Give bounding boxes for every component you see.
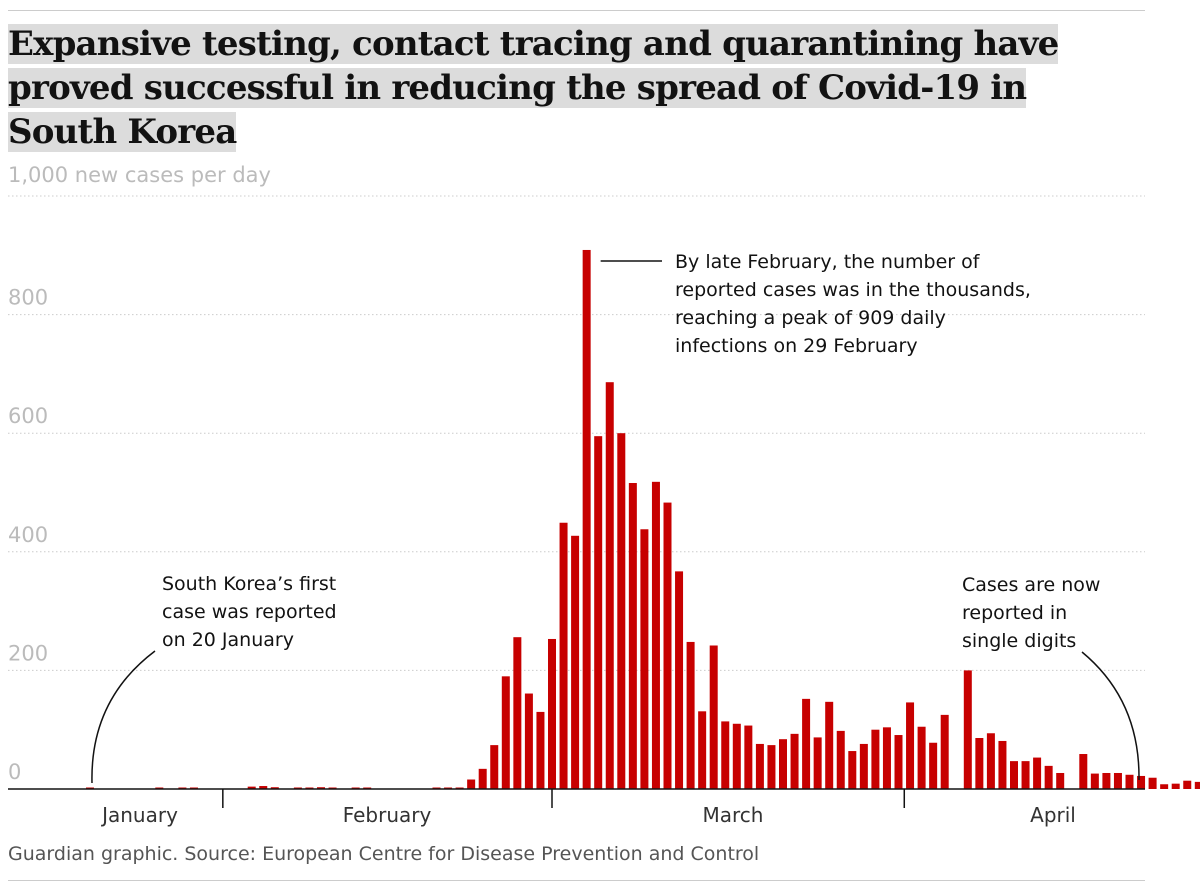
first-case-annotation-line-2: on 20 January: [162, 629, 294, 651]
bar-40: [548, 638, 556, 789]
bar-84: [1056, 772, 1065, 789]
bar-51: [675, 571, 684, 789]
bar-78: [986, 733, 995, 789]
y-axis-label: 1,000 new cases per day: [8, 163, 271, 187]
bar-65: [836, 730, 845, 789]
now-annotation-line-1: reported in: [962, 602, 1067, 624]
bar-72: [917, 726, 926, 789]
bar-93: [1160, 784, 1169, 789]
bar-63: [813, 737, 822, 789]
month-label-february: February: [343, 803, 432, 827]
source-note: Guardian graphic. Source: European Centr…: [8, 843, 760, 865]
bar-67: [859, 743, 868, 789]
bar-74: [940, 714, 949, 789]
bar-54: [709, 645, 718, 789]
y-tick-label-200: 200: [8, 641, 48, 665]
bar-49: [651, 481, 660, 789]
bar-16: [270, 787, 279, 789]
bar-58: [755, 743, 764, 789]
bar-52: [686, 641, 695, 789]
bar-20: [317, 787, 325, 789]
chart-title: Expansive testing, contact tracing and q…: [8, 22, 1145, 154]
bar-46: [617, 433, 626, 789]
bar-96: [1194, 781, 1200, 789]
bar-94: [1171, 783, 1180, 789]
bar-68: [871, 729, 880, 789]
bar-91: [1137, 775, 1146, 789]
bar-71: [906, 702, 915, 789]
bar-61: [790, 733, 799, 789]
bar-56: [732, 723, 741, 789]
bar-73: [929, 742, 938, 789]
first-case-annotation-line-0: South Korea’s first: [162, 573, 336, 595]
bar-76: [963, 670, 972, 789]
bar-79: [998, 740, 1007, 789]
bar-15: [259, 786, 268, 789]
y-tick-label-0: 0: [8, 760, 21, 784]
peak-annotation-line-3: infections on 29 February: [675, 335, 918, 357]
bar-44: [594, 436, 603, 789]
x-axis: January February March April: [8, 788, 1145, 827]
month-label-march: March: [703, 803, 764, 827]
bar-53: [698, 711, 707, 789]
bar-86: [1079, 754, 1088, 789]
bar-50: [663, 502, 672, 789]
bar-42: [571, 535, 580, 789]
bar-90: [1125, 774, 1134, 789]
bars: [86, 249, 1200, 789]
month-label-april: April: [1030, 803, 1076, 827]
bar-88: [1102, 772, 1111, 789]
bar-45: [605, 382, 614, 789]
now-leader-curve: [1081, 651, 1140, 781]
bar-36: [501, 676, 510, 789]
bar-80: [1010, 761, 1018, 789]
y-tick-labels: 0 200 400 600 800: [8, 286, 48, 784]
bar-39: [536, 711, 545, 789]
month-label-january: January: [100, 803, 178, 827]
bar-69: [882, 727, 891, 789]
first-case-annotation-line-1: case was reported: [162, 601, 337, 623]
bottom-rule: [8, 880, 1145, 881]
bar-57: [744, 725, 753, 789]
bar-83: [1044, 765, 1053, 789]
bar-62: [802, 698, 811, 789]
bar-87: [1090, 773, 1099, 789]
bar-33: [467, 779, 476, 789]
peak-annotation-line-2: reaching a peak of 909 daily: [675, 307, 946, 329]
bar-35: [490, 745, 499, 789]
annotations: By late February, the number of reported …: [91, 251, 1140, 784]
bar-34: [478, 768, 487, 789]
now-annotation-line-0: Cases are now: [962, 574, 1100, 596]
bar-66: [848, 751, 857, 789]
bar-37: [513, 637, 522, 789]
bar-95: [1183, 780, 1192, 789]
bar-81: [1021, 761, 1030, 789]
bar-70: [894, 735, 903, 789]
bar-47: [628, 483, 637, 789]
bar-89: [1113, 772, 1122, 789]
y-tick-label-800: 800: [8, 286, 48, 310]
bar-77: [975, 738, 984, 789]
bar-48: [640, 529, 649, 789]
bar-38: [524, 693, 533, 789]
bar-55: [721, 721, 730, 789]
bar-82: [1033, 757, 1042, 789]
now-annotation-line-2: single digits: [962, 630, 1076, 652]
peak-annotation-line-1: reported cases was in the thousands,: [675, 279, 1031, 301]
bar-43: [582, 249, 591, 789]
bar-41: [559, 522, 568, 789]
y-tick-label-400: 400: [8, 523, 48, 547]
bar-64: [825, 701, 834, 789]
peak-annotation-line-0: By late February, the number of: [675, 251, 981, 273]
first-case-leader-curve: [91, 650, 156, 784]
bar-59: [767, 745, 776, 789]
bar-60: [779, 739, 787, 789]
top-rule: [8, 10, 1145, 11]
bar-92: [1148, 777, 1157, 789]
bar-14: [247, 786, 256, 789]
y-tick-label-600: 600: [8, 404, 48, 428]
